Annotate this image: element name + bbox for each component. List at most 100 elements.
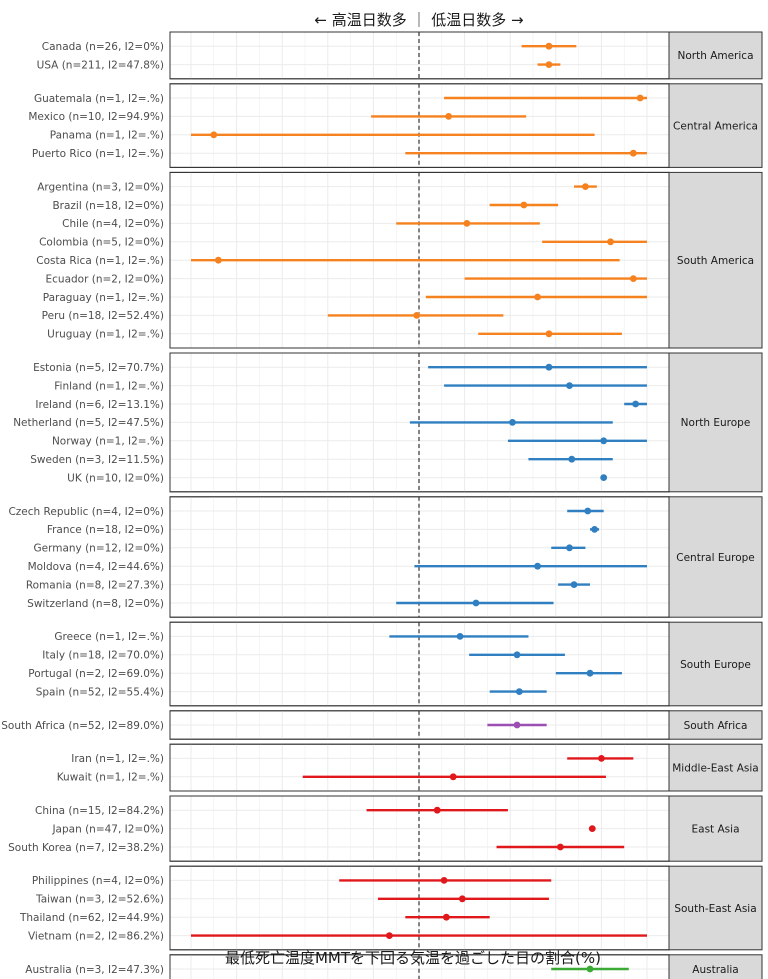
row-label: Vietnam (n=2, I2=86.2%) <box>28 930 164 942</box>
row-label: Czech Republic (n=4, I2=0%) <box>8 506 164 518</box>
row-label: Argentina (n=3, I2=0%) <box>37 181 164 193</box>
panel-middle-east-asia: Iran (n=1, I2=.%) Kuwait (n=1, I2=.%) Midd… <box>57 743 763 792</box>
estimate-point <box>600 437 608 445</box>
row-label: South Africa (n=52, I2=89.0%) <box>1 720 164 732</box>
strip-background <box>668 954 763 979</box>
estimate-point <box>445 113 453 120</box>
estimate-point <box>600 474 608 481</box>
x-axis-label: 最低死亡温度MMTを下回る気温を過ごした日の割合(%) <box>225 949 601 967</box>
row-label: Australia (n=3, I2=47.3%) <box>25 964 164 976</box>
strip-background <box>668 171 763 349</box>
estimate-point <box>545 61 553 68</box>
row-label: Finland (n=1, I2=.%) <box>54 380 164 392</box>
row-label: Portugal (n=2, I2=69.0%) <box>28 668 164 680</box>
estimate-point <box>632 400 639 408</box>
estimate-point <box>520 201 528 209</box>
row-label: Sweden (n=3, I2=11.5%) <box>30 454 164 466</box>
estimate-point <box>440 877 448 884</box>
estimate-point <box>545 363 553 371</box>
row-label: Netherland (n=5, I2=47.5%) <box>13 417 164 429</box>
strip-label: North Europe <box>681 417 751 429</box>
strip-label: East Asia <box>692 823 740 835</box>
estimate-point <box>210 131 218 139</box>
row-label: Spain (n=52, I2=55.4%) <box>36 686 164 698</box>
row-label: Philippines (n=4, I2=0%) <box>32 875 164 887</box>
row-label: Norway (n=1, I2=.%) <box>52 436 164 448</box>
row-label: Puerto Rico (n=1, I2=.%) <box>32 148 164 160</box>
estimate-point <box>515 688 523 695</box>
strip-background <box>668 352 763 493</box>
strip-background <box>668 743 763 792</box>
row-label: USA (n=211, I2=47.8%) <box>37 59 164 71</box>
row-label: Italy (n=18, I2=70.0%) <box>42 650 164 662</box>
estimate-point <box>449 773 457 781</box>
panel-south-america: Argentina (n=3, I2=0%) Brazil (n=18, I2=0… <box>36 171 763 349</box>
row-label: Moldova (n=4, I2=44.6%) <box>28 561 164 573</box>
estimate-point <box>433 806 441 814</box>
estimate-point <box>513 651 521 659</box>
estimate-point <box>463 220 471 227</box>
estimate-point <box>458 895 466 903</box>
row-label: Ecuador (n=2, I2=0%) <box>46 273 164 285</box>
estimate-point <box>534 293 541 301</box>
row-label: Peru (n=18, I2=52.4%) <box>42 310 164 322</box>
strip-label: South Europe <box>680 659 751 671</box>
estimate-point <box>586 965 594 973</box>
strip-label: South-East Asia <box>674 903 756 915</box>
panel-east-asia: China (n=15, I2=84.2%) Japan (n=47, I2=0%… <box>8 795 763 862</box>
panels-group: Canada (n=26, I2=0%) USA (n=211, I2=47.8%… <box>1 31 763 979</box>
panel-south-east-asia: Philippines (n=4, I2=0%) Taiwan (n=3, I2=… <box>19 865 763 951</box>
estimate-point <box>607 238 614 246</box>
estimate-point <box>513 721 521 729</box>
row-label: China (n=15, I2=84.2%) <box>35 805 164 817</box>
estimate-point <box>566 544 573 552</box>
estimate-point <box>591 526 598 533</box>
estimate-point <box>566 382 573 389</box>
row-label: Paraguay (n=1, I2=.%) <box>43 292 164 304</box>
row-label: Chile (n=4, I2=0%) <box>62 218 164 230</box>
row-label: Costa Rica (n=1, I2=.%) <box>36 255 164 267</box>
estimate-point <box>584 507 592 515</box>
strip-background <box>668 31 763 80</box>
strip-label: South America <box>677 255 754 267</box>
estimate-point <box>385 932 393 939</box>
strip-background <box>668 710 763 740</box>
estimate-point <box>413 312 421 319</box>
row-label: Switzerland (n=8, I2=0%) <box>27 598 164 610</box>
row-label: Panama (n=1, I2=.%) <box>50 130 164 142</box>
row-label: Japan (n=47, I2=0%) <box>51 823 164 835</box>
panel-central-america: Guatemala (n=1, I2=.%) Mexico (n=10, I2=9… <box>28 83 763 168</box>
estimate-point <box>586 669 594 677</box>
estimate-point <box>636 94 644 102</box>
row-label: Uruguay (n=1, I2=.%) <box>47 329 164 341</box>
strip-label: Australia <box>692 964 738 976</box>
row-label: Brazil (n=18, I2=0%) <box>52 200 164 212</box>
estimate-point <box>545 330 553 338</box>
row-label: Taiwan (n=3, I2=52.6%) <box>35 894 164 906</box>
panel-south-africa: South Africa (n=52, I2=89.0%) South Afric… <box>1 710 763 740</box>
row-label: Colombia (n=5, I2=0%) <box>39 237 164 249</box>
panel-north-america: Canada (n=26, I2=0%) USA (n=211, I2=47.8%… <box>37 31 763 80</box>
estimate-point <box>556 843 564 851</box>
strip-label: North America <box>677 50 753 62</box>
panel-south-europe: Greece (n=1, I2=.%) Italy (n=18, I2=70.0%… <box>28 621 763 707</box>
row-label: Iran (n=1, I2=.%) <box>71 753 164 765</box>
row-label: Mexico (n=10, I2=94.9%) <box>28 111 164 123</box>
estimate-point <box>570 581 578 588</box>
row-label: Estonia (n=5, I2=70.7%) <box>33 362 164 374</box>
row-label: South Korea (n=7, I2=38.2%) <box>8 842 164 854</box>
row-label: Thailand (n=62, I2=44.9%) <box>19 912 164 924</box>
strip-background <box>668 621 763 707</box>
strip-background <box>668 83 763 168</box>
row-label: Germany (n=12, I2=0%) <box>33 543 164 555</box>
estimate-point <box>582 183 589 191</box>
strip-background <box>668 496 763 618</box>
row-label: France (n=18, I2=0%) <box>47 524 164 536</box>
row-label: Canada (n=26, I2=0%) <box>42 41 164 53</box>
estimate-point <box>534 562 541 570</box>
estimate-point <box>568 455 576 463</box>
estimate-point <box>456 633 464 640</box>
strip-label: Central Europe <box>676 552 755 564</box>
panel-north-europe: Estonia (n=5, I2=70.7%) Finland (n=1, I2=… <box>13 352 763 493</box>
panel-central-europe: Czech Republic (n=4, I2=0%) France (n=18,… <box>8 496 763 618</box>
